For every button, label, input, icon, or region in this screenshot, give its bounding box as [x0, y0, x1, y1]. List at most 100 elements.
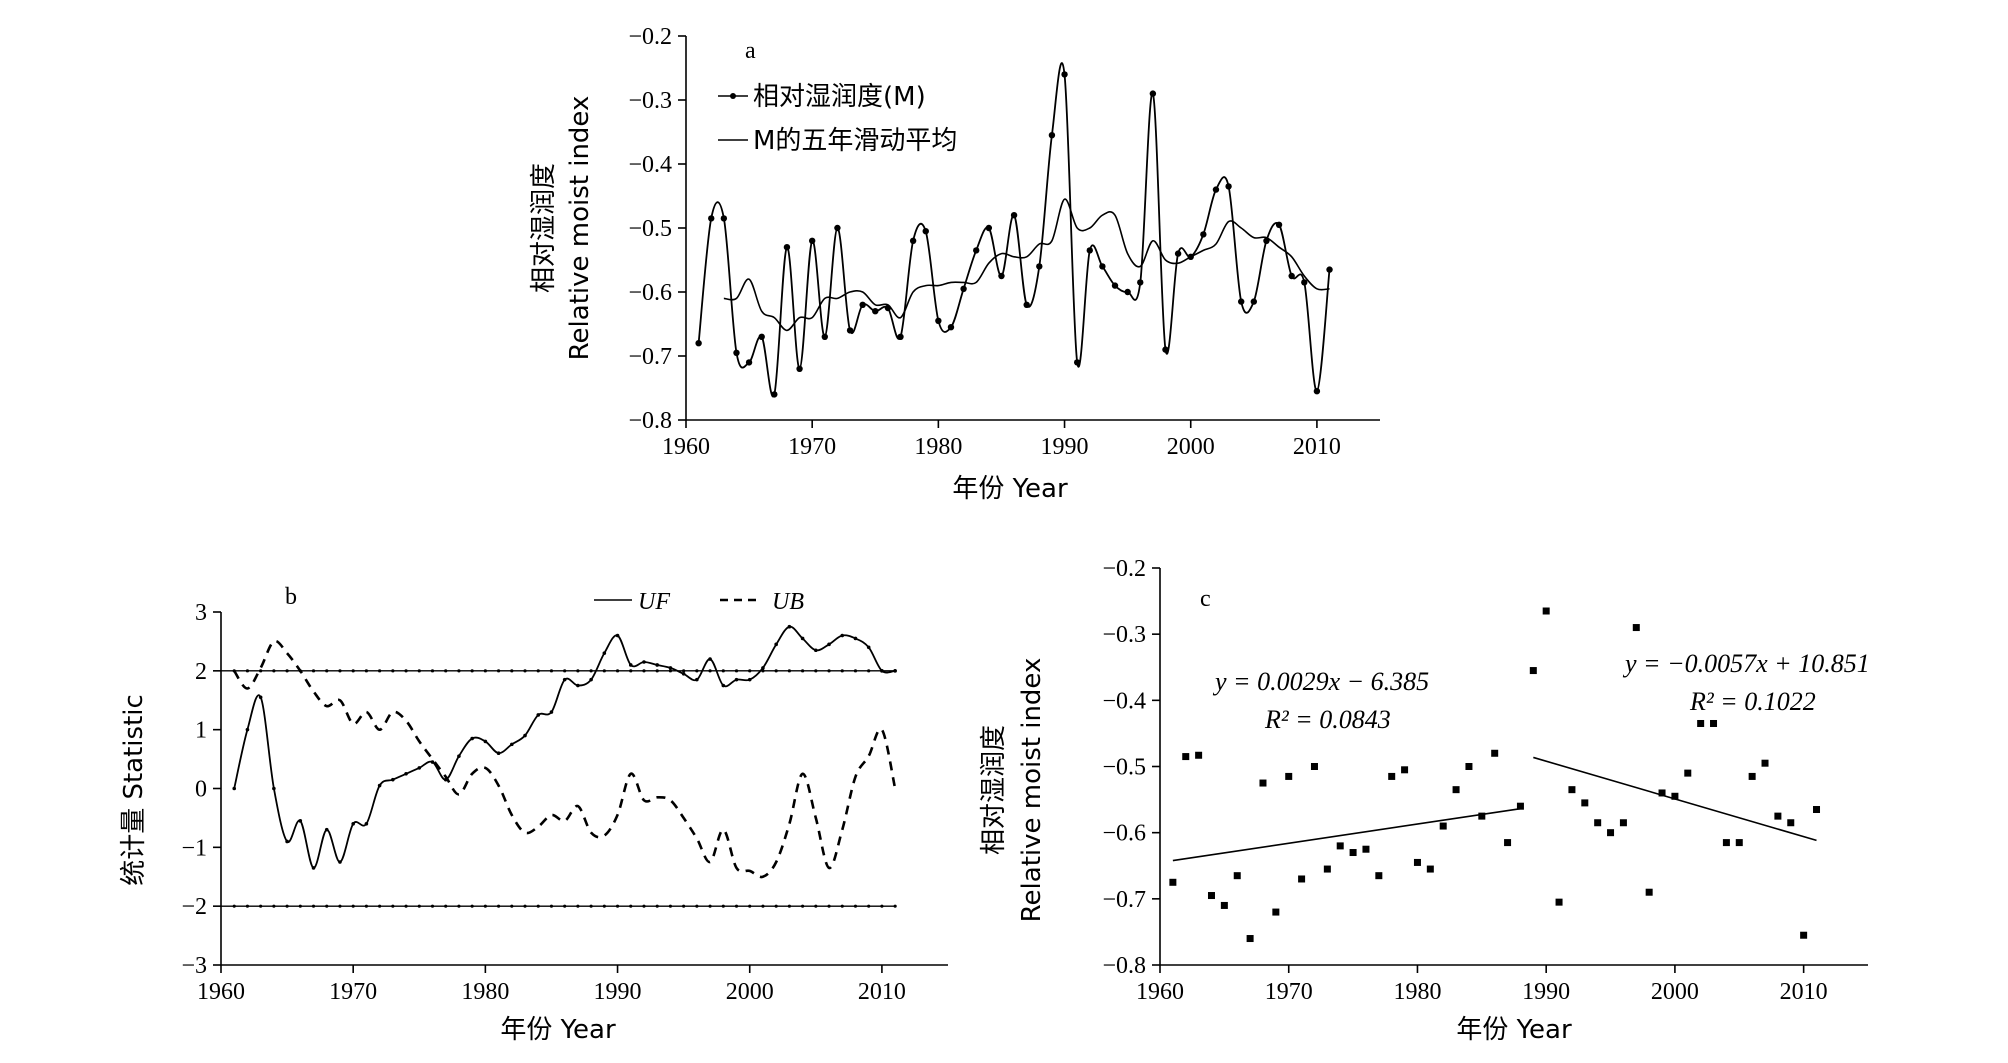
reference-line-dot: [311, 669, 316, 673]
scatter-point: [1607, 829, 1615, 837]
reference-line-dot: [668, 904, 673, 908]
series-m-point: [960, 285, 967, 292]
series-uf-point: [853, 636, 858, 641]
series-m-point: [1073, 359, 1081, 366]
reference-line-dot: [351, 669, 355, 673]
series-m-point: [1111, 282, 1119, 289]
reference-line-dot: [774, 669, 778, 673]
reference-line-dot: [563, 904, 567, 908]
y-tick-label: −0.3: [628, 88, 672, 114]
y-tick-label: 3: [195, 600, 207, 626]
panel-a-label: a: [745, 38, 756, 64]
reference-line-dot: [298, 904, 302, 908]
reference-line-dot: [695, 669, 699, 673]
series-m-point: [846, 327, 854, 334]
reference-line-dot: [259, 904, 263, 908]
series-uf-point: [417, 766, 422, 770]
scatter-point: [1272, 908, 1280, 916]
scatter-point: [1426, 865, 1434, 873]
scatter-point: [1298, 875, 1306, 883]
reference-line-dot: [470, 669, 474, 673]
scatter-point: [1413, 858, 1421, 866]
reference-line-dot: [523, 669, 527, 673]
reference-line-dot: [536, 669, 540, 673]
reference-line-dot: [602, 904, 606, 908]
scatter-point: [1465, 763, 1473, 770]
series-m-point: [695, 340, 702, 347]
scatter-point: [1388, 772, 1396, 780]
reference-line-dot: [682, 904, 686, 908]
reference-line-dot: [893, 904, 897, 908]
scatter-point: [1581, 799, 1589, 807]
series-ma-line: [723, 198, 1330, 332]
series-uf-point: [391, 777, 395, 782]
series-m-point: [909, 237, 917, 244]
scatter-point: [1671, 792, 1679, 800]
series-m-point: [1326, 266, 1333, 273]
scatter-point: [1336, 842, 1344, 850]
reference-line-dot: [404, 669, 408, 673]
reference-line-dot: [496, 904, 501, 908]
reference-line-dot: [338, 904, 342, 908]
panel-c-xlabel: 年份 Year: [1456, 1015, 1572, 1045]
panel-c-scatter-with-trends: −0.8 −0.7 −0.6 −0.5 −0.4 −0.3 −0.2 1960 1970 198…: [979, 556, 1870, 1045]
reference-line-dot: [576, 904, 580, 908]
x-tick-label: 1990: [1522, 979, 1570, 1005]
series-m-point: [1200, 231, 1207, 238]
reference-line-dot: [629, 669, 633, 673]
reference-line-dot: [483, 904, 487, 908]
series-uf-point: [681, 671, 686, 676]
y-tick-label: −0.4: [628, 152, 672, 178]
trend-2-r2: R² = 0.1022: [1689, 687, 1816, 716]
panel-a-ylabel-cn: 相对湿润度: [529, 163, 559, 293]
reference-line-dot: [748, 904, 752, 908]
series-m-point: [1048, 132, 1056, 139]
series-uf-point: [298, 819, 303, 823]
reference-line-dot: [787, 904, 791, 908]
series-m-point: [745, 359, 753, 366]
series-uf-point: [364, 822, 369, 826]
scatter-point: [1285, 772, 1293, 780]
series-uf-point: [430, 760, 435, 764]
reference-line-dot: [840, 669, 844, 673]
x-tick-label: 2000: [726, 979, 774, 1005]
series-uf-point: [285, 839, 289, 844]
series-m-point: [872, 308, 879, 315]
series-m-point: [998, 272, 1005, 280]
scatter-point: [1594, 819, 1602, 827]
panel-b-xlabel: 年份 Year: [500, 1015, 616, 1045]
scatter-point: [1542, 607, 1550, 615]
series-m-point: [771, 391, 778, 398]
reference-line-dot: [695, 904, 699, 908]
series-m-point: [947, 324, 955, 331]
reference-line-dot: [378, 669, 382, 673]
series-uf-point: [787, 624, 792, 629]
series-m-point: [1275, 221, 1283, 228]
reference-line-dot: [483, 669, 487, 673]
reference-line-dot: [496, 669, 501, 673]
y-tick-label: −0.8: [628, 408, 672, 434]
reference-line-dot: [761, 904, 765, 908]
series-uf-point: [827, 642, 831, 647]
scatter-point: [1362, 845, 1370, 853]
reference-line-dot: [536, 904, 540, 908]
series-uf-point: [510, 742, 514, 747]
reference-line-dot: [576, 669, 580, 673]
series-uf-point: [576, 683, 580, 688]
y-tick-label: −0.8: [1102, 953, 1146, 979]
series-uf-point: [734, 677, 739, 682]
x-tick-label: 1980: [461, 979, 509, 1005]
reference-line-dot: [655, 904, 659, 908]
x-tick-label: 2000: [1167, 434, 1215, 460]
scatter-point: [1452, 786, 1460, 794]
scatter-point: [1800, 931, 1808, 939]
reference-line-dot: [801, 669, 805, 673]
x-tick-label: 2010: [1780, 979, 1828, 1005]
reference-line-dot: [245, 669, 250, 673]
reference-line-dot: [867, 669, 871, 673]
panel-b-legend: UF UB: [594, 589, 804, 615]
scatter-point: [1697, 719, 1705, 727]
reference-line-dot: [325, 669, 329, 673]
reference-line-dot: [549, 904, 554, 908]
reference-line-dot: [615, 669, 620, 673]
